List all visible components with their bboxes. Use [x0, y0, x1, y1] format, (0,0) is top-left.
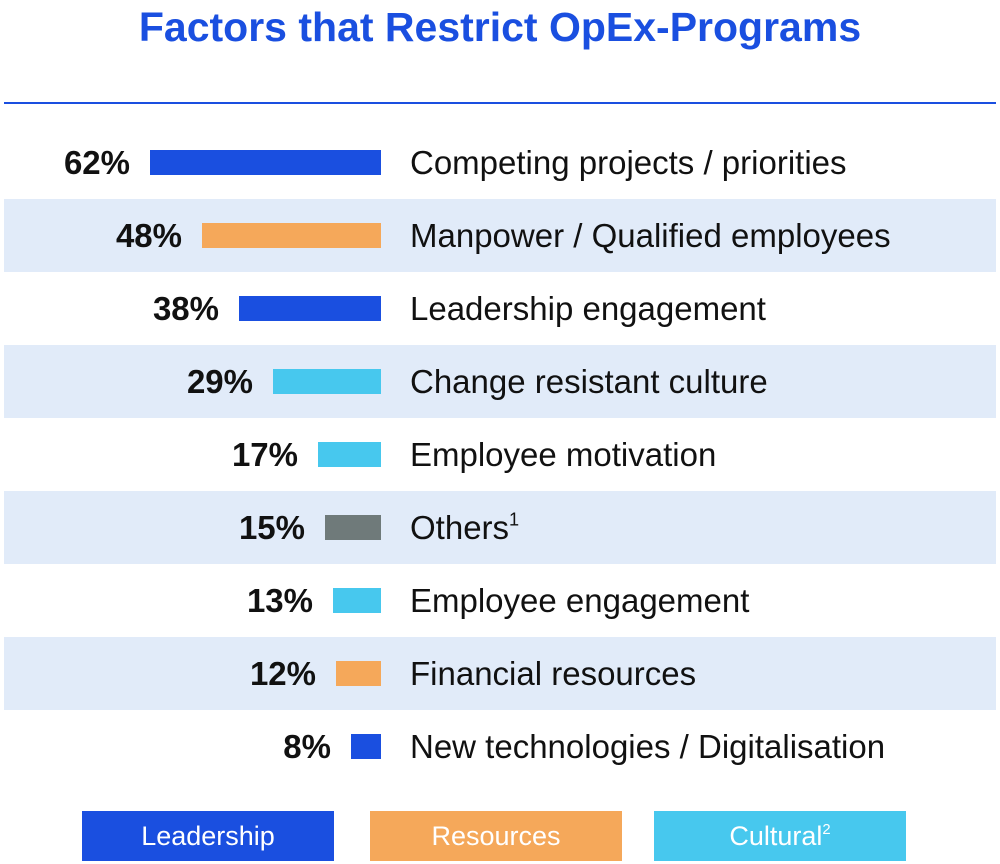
footnote-marker: 2: [822, 821, 831, 838]
chart-row: 13% Employee engagement: [4, 564, 996, 637]
category-label: Financial resources: [410, 637, 696, 710]
category-label-text: Change resistant culture: [410, 363, 768, 400]
category-label: Employee engagement: [410, 564, 749, 637]
bar: [150, 150, 381, 175]
bar-value-label: 13%: [246, 582, 313, 619]
bar: [336, 661, 381, 686]
bar: [273, 369, 381, 394]
bar-value-label: 8%: [283, 728, 331, 765]
bar: [325, 515, 381, 540]
category-label-text: Leadership engagement: [410, 290, 766, 327]
bar: [239, 296, 381, 321]
legend-item-resources: Resources: [370, 811, 622, 861]
category-label-text: Competing projects / priorities: [410, 144, 847, 181]
bar: [318, 442, 381, 467]
chart-row: 48% Manpower / Qualified employees: [4, 199, 996, 272]
legend-label: Cultural: [729, 821, 823, 851]
bar: [202, 223, 381, 248]
category-label-text: Manpower / Qualified employees: [410, 217, 891, 254]
bar-value-label: 12%: [249, 655, 316, 692]
category-label: Leadership engagement: [410, 272, 766, 345]
bar-value-label: 48%: [115, 217, 182, 254]
chart-row: 62% Competing projects / priorities: [4, 126, 996, 199]
legend-label: Leadership: [141, 821, 275, 851]
bar-value-label: 17%: [231, 436, 298, 473]
legend-label: Resources: [431, 821, 561, 851]
bar-value-label: 15%: [238, 509, 305, 546]
category-label: Competing projects / priorities: [410, 126, 847, 199]
category-label: New technologies / Digitalisation: [410, 710, 885, 783]
footnote-marker: 1: [509, 509, 520, 530]
bar: [351, 734, 381, 759]
category-label-text: Financial resources: [410, 655, 697, 692]
chart-row: 29% Change resistant culture: [4, 345, 996, 418]
category-label: Change resistant culture: [410, 345, 768, 418]
category-label: Others1: [410, 491, 519, 564]
chart-row: 38% Leadership engagement: [4, 272, 996, 345]
chart-row: 8% New technologies / Digitalisation: [4, 710, 996, 783]
bar-value-label: 62%: [63, 144, 130, 181]
category-label: Employee motivation: [410, 418, 716, 491]
bar: [333, 588, 381, 613]
category-label-text: Employee motivation: [410, 436, 717, 473]
bar-value-label: 29%: [186, 363, 253, 400]
category-label: Manpower / Qualified employees: [410, 199, 891, 272]
legend-item-leadership: Leadership: [82, 811, 334, 861]
legend-item-cultural: Cultural2: [654, 811, 906, 861]
category-label-text: Employee engagement: [410, 582, 750, 619]
chart-row: 12% Financial resources: [4, 637, 996, 710]
title-divider: [4, 102, 996, 104]
chart-title: Factors that Restrict OpEx-Programs: [138, 4, 862, 50]
legend: Leadership Resources Cultural2: [0, 811, 1000, 861]
chart-row: 15% Others1: [4, 491, 996, 564]
bar-value-label: 38%: [152, 290, 219, 327]
chart-row: 17% Employee motivation: [4, 418, 996, 491]
category-label-text: New technologies / Digitalisation: [410, 728, 886, 765]
category-label-text: Others: [410, 509, 510, 546]
